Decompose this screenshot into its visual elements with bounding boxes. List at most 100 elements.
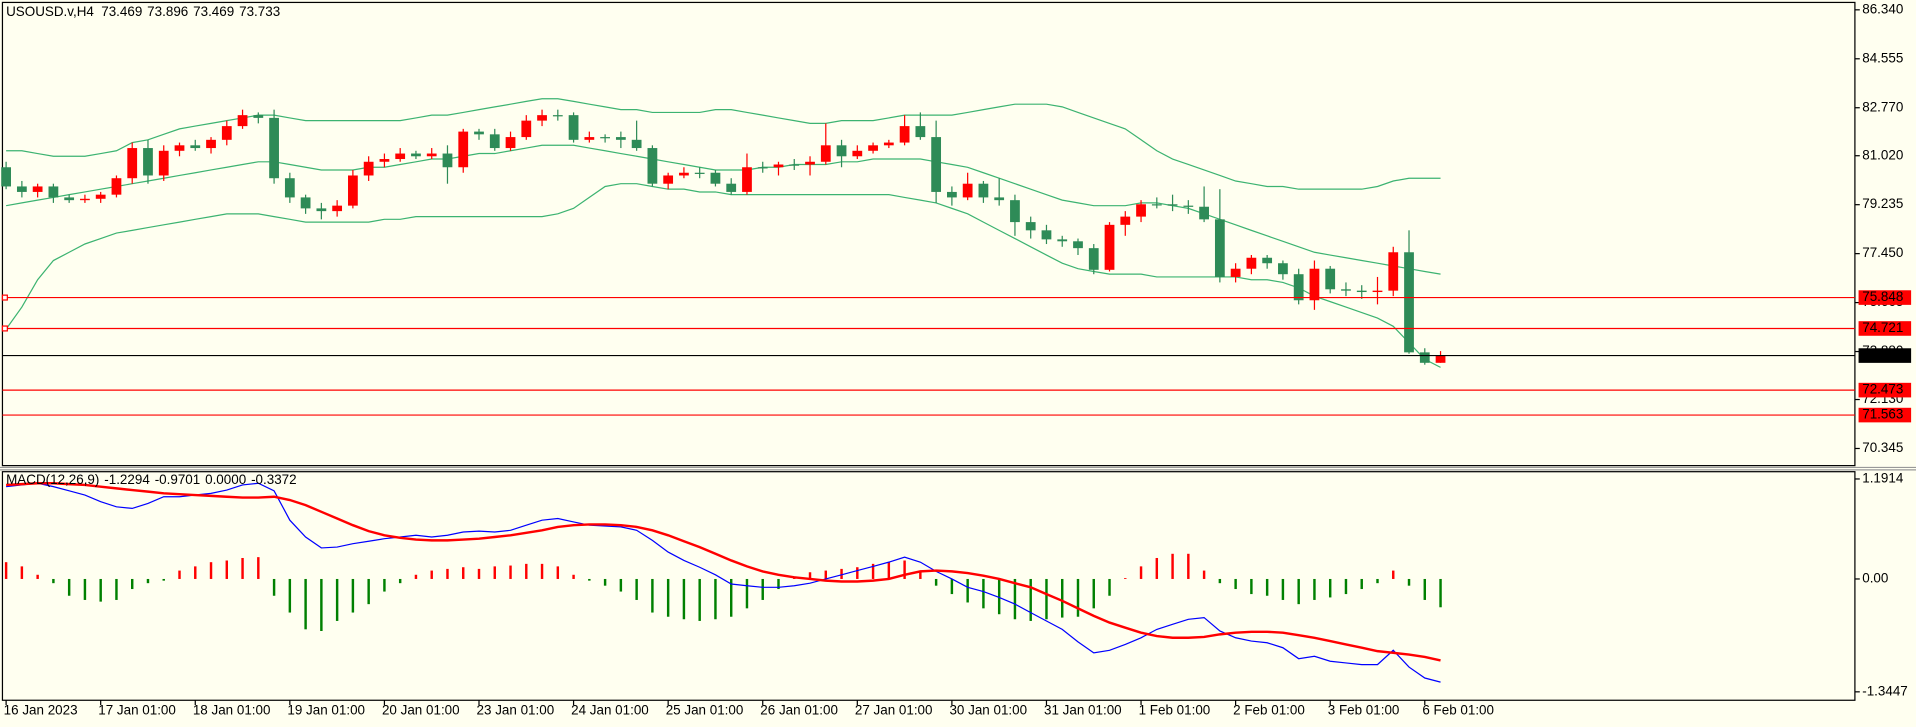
candle-body (474, 131, 484, 135)
y-tick-label: 77.450 (1862, 245, 1903, 260)
candle-body (1262, 257, 1273, 264)
candle-body (1073, 241, 1083, 249)
signal-line (6, 482, 1441, 662)
candle-body (600, 137, 610, 139)
level-badge (1858, 382, 1912, 398)
candle-body (537, 115, 547, 121)
candle-body (426, 153, 437, 157)
level-badge (1858, 290, 1912, 305)
x-tick-label: 6 Feb 01:00 (1422, 703, 1494, 718)
candle-body (679, 172, 689, 176)
bid-label: 73.733 (1862, 347, 1903, 362)
candle-body (253, 115, 264, 118)
low-value: 73.469 (193, 4, 234, 19)
candle-body (663, 175, 674, 184)
candle-body (1309, 268, 1320, 301)
y-tick-label: 79.235 (1862, 196, 1903, 211)
candle-body (694, 172, 705, 174)
candle-body (868, 145, 878, 151)
candle-body (1214, 219, 1225, 277)
candle-body (174, 145, 185, 151)
x-tick-label: 1 Feb 01:00 (1139, 703, 1211, 718)
candle-body (1057, 239, 1068, 242)
macd-line (6, 482, 1441, 683)
macd-header: MACD(12,26,9) -1.2294 -0.9701 0.0000 -0.3372 (6, 472, 297, 487)
symbol: USOUSD.v,H4 (6, 4, 94, 19)
candle-body (994, 197, 1005, 201)
y-tick-label: 0.00 (1862, 571, 1888, 586)
level-label: 75.848 (1862, 289, 1903, 304)
symbol-header: USOUSD.v,H4 73.469 73.896 73.469 73.733 (6, 4, 280, 19)
x-tick-label: 3 Feb 01:00 (1328, 703, 1400, 718)
candle-body (1104, 224, 1115, 270)
candle-body (32, 186, 43, 192)
candle-body (978, 183, 989, 198)
candle-body (237, 115, 248, 127)
high-value: 73.896 (147, 4, 188, 19)
x-tick-label: 30 Jan 01:00 (949, 703, 1027, 718)
candle-body (1136, 204, 1146, 217)
level-label: 71.563 (1862, 407, 1903, 422)
candle-body (363, 161, 374, 176)
candle-body (757, 167, 768, 169)
y-tick-label: 84.555 (1862, 50, 1903, 65)
x-tick-label: 19 Jan 01:00 (287, 703, 365, 718)
level-anchor (1, 294, 8, 301)
candle-body (852, 150, 863, 157)
candle-body (221, 126, 232, 140)
candle-body (80, 198, 90, 201)
macd-value: -1.2294 (104, 472, 150, 487)
candle-body (1293, 274, 1304, 301)
candle-body (962, 183, 973, 198)
candle-body (64, 197, 75, 201)
candle-body (1372, 290, 1383, 293)
x-tick-label: 31 Jan 01:00 (1044, 703, 1122, 718)
candle-body (899, 126, 910, 143)
candle-body (805, 161, 815, 165)
y-tick-label: 70.345 (1862, 440, 1903, 455)
candle-body (1278, 263, 1288, 275)
y-tick-label: 1.1914 (1862, 471, 1904, 486)
candle-body (1199, 206, 1209, 220)
candle-body (726, 183, 737, 192)
candle-body (773, 164, 784, 168)
candle-body (615, 137, 626, 140)
candle-body (1356, 290, 1367, 293)
x-tick-label: 2 Feb 01:00 (1233, 703, 1305, 718)
histogram-value: -0.3372 (251, 472, 297, 487)
level-badge (1858, 321, 1912, 336)
x-tick-label: 16 Jan 2023 (4, 703, 78, 718)
x-tick-label: 17 Jan 01:00 (98, 703, 176, 718)
candle-body (332, 205, 343, 212)
candle-body (1010, 200, 1020, 223)
candle-body (505, 137, 516, 149)
level-label: 74.721 (1862, 320, 1903, 335)
candle-body (631, 139, 642, 149)
y-tick-label: 82.770 (1862, 99, 1903, 114)
candle-body (584, 137, 595, 140)
open-value: 73.469 (101, 4, 142, 19)
candle-body (143, 148, 153, 176)
candle-body (915, 126, 926, 138)
candle-body (316, 208, 327, 212)
y-tick-label: 81.020 (1862, 147, 1903, 162)
candle-body (1246, 257, 1257, 269)
x-tick-label: 26 Jan 01:00 (760, 703, 838, 718)
candle-body (190, 145, 201, 149)
candle-body (269, 117, 279, 179)
candle-body (521, 120, 532, 138)
price-panel (1, 1, 1856, 467)
candle-body (883, 142, 894, 146)
candle-body (1341, 289, 1351, 291)
candle-body (820, 145, 831, 162)
macd-panel (1, 471, 1856, 701)
candle-body (568, 115, 579, 140)
candle-body (1325, 268, 1336, 290)
signal-value: -0.9701 (155, 472, 201, 487)
level-anchor (1, 325, 8, 332)
candle-body (1041, 230, 1052, 240)
candle-body (1025, 222, 1036, 231)
